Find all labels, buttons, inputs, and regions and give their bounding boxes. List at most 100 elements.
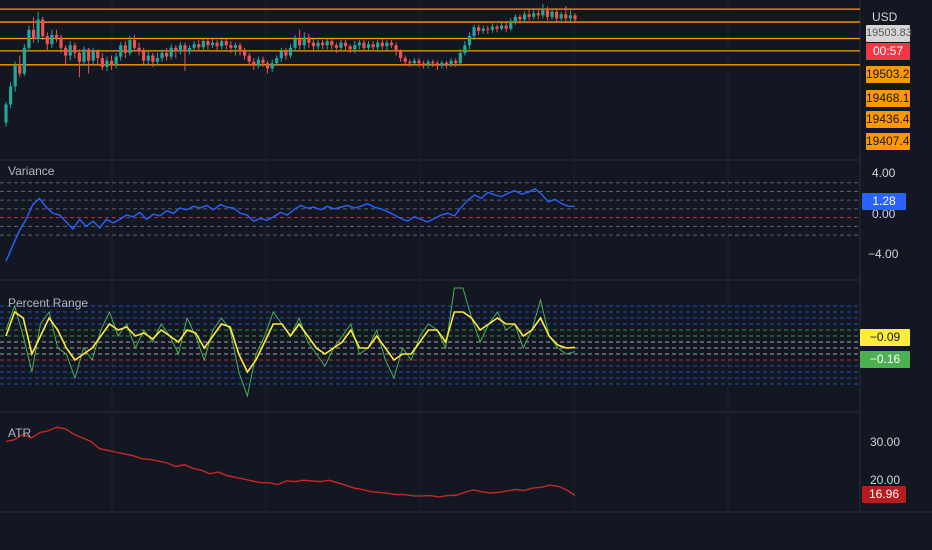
candle-body-118	[545, 10, 550, 17]
candle-body-96	[444, 62, 449, 65]
candle-body-85	[394, 45, 398, 52]
candle-body-26	[123, 45, 127, 53]
candle-body-37	[174, 47, 178, 52]
candle-body-86	[399, 51, 403, 59]
candle-body-98	[454, 60, 458, 64]
candle-body-23	[109, 60, 114, 65]
candle-body-74	[343, 42, 348, 47]
candle-body-114	[527, 14, 531, 17]
candle-body-59	[275, 58, 279, 64]
candle-body-89	[412, 60, 416, 64]
candle-body-50	[233, 45, 238, 48]
candle-body-25	[119, 45, 123, 57]
candle-body-100	[463, 45, 467, 53]
candle-body-94	[435, 63, 439, 66]
candle-body-101	[467, 35, 472, 46]
countdown-badge: 00:57	[866, 43, 910, 60]
percent-range-line-1	[5, 310, 576, 374]
candle-body-55	[256, 59, 260, 66]
candle-body-87	[403, 58, 407, 62]
candle-body-20	[96, 51, 100, 59]
candle-body-103	[477, 27, 481, 31]
candle-body-56	[261, 59, 265, 64]
candle-body-54	[252, 61, 256, 66]
candle-body-79	[366, 44, 371, 48]
candle-body-13	[64, 47, 68, 56]
candle-body-48	[224, 41, 228, 46]
candle-body-77	[357, 42, 361, 46]
candle-body-43	[201, 41, 205, 48]
candle-body-63	[293, 39, 297, 48]
candle-body-39	[183, 45, 187, 52]
candle-body-29	[137, 47, 141, 52]
candle-body-102	[472, 27, 476, 36]
variance-line	[5, 188, 576, 262]
level-badge-3: 19436.42	[866, 111, 917, 128]
candle-body-108	[499, 25, 504, 29]
candle-body-97	[449, 60, 453, 65]
candle-body-49	[229, 45, 233, 48]
candle-body-78	[362, 42, 366, 48]
candle-body-88	[408, 61, 412, 64]
candle-body-81	[376, 42, 380, 48]
candle-body-3	[18, 65, 22, 74]
candle-body-8	[41, 19, 45, 36]
candle-body-9	[45, 35, 49, 45]
candle-body-122	[564, 14, 568, 19]
candle-body-106	[490, 26, 495, 30]
level-badge-1: 19503.26	[866, 66, 917, 83]
level-badge-4: 19407.49	[866, 133, 917, 150]
variance-title: Variance	[8, 164, 55, 178]
candle-body-5	[27, 29, 31, 48]
candle-body-116	[536, 13, 540, 16]
candle-body-68	[316, 42, 320, 47]
candle-body-93	[431, 61, 435, 64]
candle-body-66	[307, 37, 311, 43]
candle-body-123	[568, 15, 573, 19]
candle-body-64	[298, 39, 302, 46]
candle-body-1	[8, 86, 13, 105]
candle-body-19	[91, 51, 95, 61]
percent-range-title: Percent Range	[8, 296, 89, 310]
candle-body-75	[348, 46, 352, 50]
candle-body-0	[4, 104, 8, 123]
candle-body-71	[330, 41, 334, 46]
variance-tick-top: 4.00	[872, 166, 896, 180]
candle-body-62	[288, 47, 293, 56]
candle-body-82	[380, 42, 384, 47]
candle-body-27	[128, 40, 132, 53]
candle-body-80	[371, 44, 375, 48]
candle-body-72	[334, 45, 338, 48]
atr-title: ATR	[8, 426, 32, 440]
candle-body-120	[555, 11, 559, 19]
candle-body-35	[165, 52, 169, 57]
variance-tick-bottom: −4.00	[868, 247, 899, 261]
candle-body-121	[559, 14, 563, 19]
candle-body-11	[54, 34, 59, 38]
candle-body-42	[197, 44, 201, 48]
candle-body-61	[284, 51, 288, 56]
candle-body-7	[36, 19, 40, 40]
candle-body-91	[421, 63, 426, 65]
level-badge-2: 19468.12	[866, 90, 917, 107]
candle-body-17	[82, 49, 86, 62]
candle-body-45	[210, 42, 215, 46]
candle-body-53	[247, 55, 251, 62]
candle-body-83	[385, 42, 389, 47]
currency-label: USD	[872, 10, 898, 24]
candle-body-67	[311, 42, 316, 47]
candle-body-60	[279, 51, 283, 59]
candle-body-112	[518, 16, 522, 20]
candle-body-117	[541, 10, 545, 16]
variance-badge: 1.28	[862, 193, 906, 210]
candle-body-113	[522, 14, 527, 20]
candle-body-70	[325, 41, 329, 46]
candle-body-73	[339, 42, 343, 48]
candle-body-76	[353, 45, 357, 50]
variance-tick-zero: 0.00	[872, 207, 896, 221]
candle-body-41	[192, 44, 196, 48]
atr-tick-bottom: 20.00	[870, 473, 901, 487]
percent-range-badge-2: −0.16	[860, 351, 910, 368]
